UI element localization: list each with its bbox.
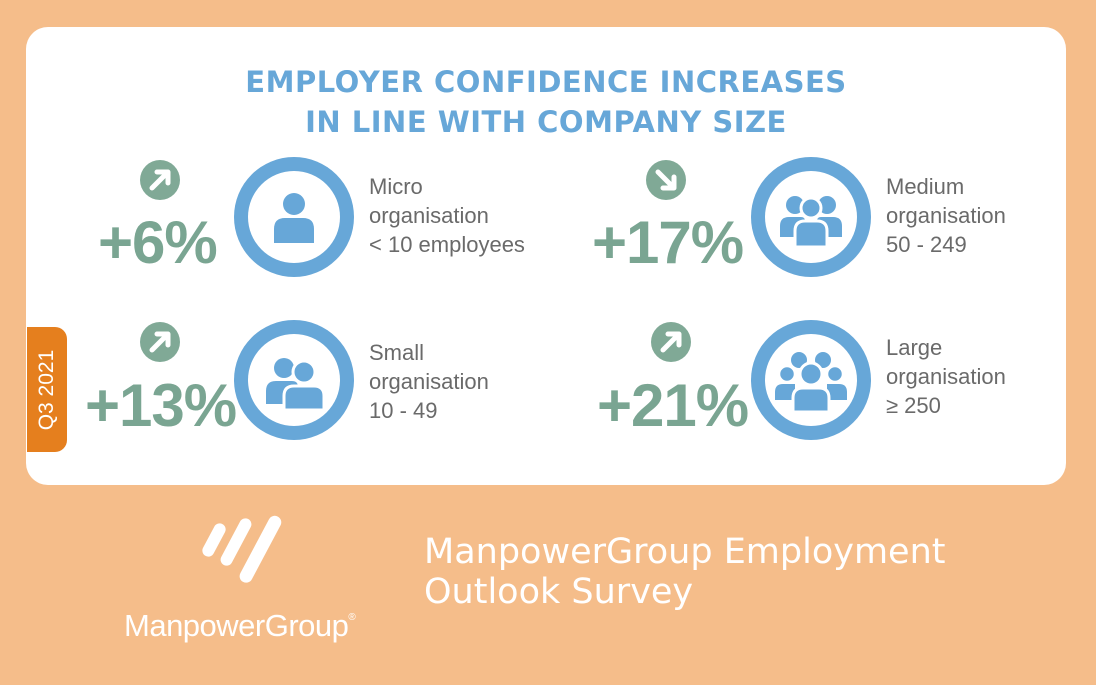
size-description: Small organisation 10 - 49 xyxy=(369,340,489,423)
three-people-icon xyxy=(751,157,871,277)
arrow-up-right-icon xyxy=(140,322,180,362)
survey-title: ManpowerGroup Employment Outlook Survey xyxy=(424,532,946,612)
arrow-up-right-icon xyxy=(651,322,691,362)
size-description: Micro organisation < 10 employees xyxy=(369,174,525,257)
single-person-icon xyxy=(234,157,354,277)
headline-line-1: EMPLOYER CONFIDENCE INCREASES xyxy=(245,65,847,99)
size-description: Large organisation ≥ 250 xyxy=(886,335,1006,418)
arrow-up-right-icon xyxy=(140,160,180,200)
quarter-tab xyxy=(27,327,67,452)
crowd-icon xyxy=(751,320,871,440)
headline: EMPLOYER CONFIDENCE INCREASES IN LINE WI… xyxy=(26,62,1066,142)
quarter-label: Q3 2021 xyxy=(35,349,58,431)
manpowergroup-logo-icon xyxy=(202,515,282,583)
info-card xyxy=(26,27,1066,485)
two-people-icon xyxy=(234,320,354,440)
headline-line-2: IN LINE WITH COMPANY SIZE xyxy=(305,105,787,139)
registered-mark: ® xyxy=(348,612,356,623)
percent-value: +21% xyxy=(597,372,749,439)
percent-value: +13% xyxy=(85,372,237,439)
arrow-down-right-icon xyxy=(646,160,686,200)
size-description: Medium organisation 50 - 249 xyxy=(886,174,1006,257)
percent-value: +17% xyxy=(592,209,744,276)
percent-value: +6% xyxy=(98,209,218,276)
brand-wordmark: ManpowerGroup® xyxy=(124,608,356,643)
